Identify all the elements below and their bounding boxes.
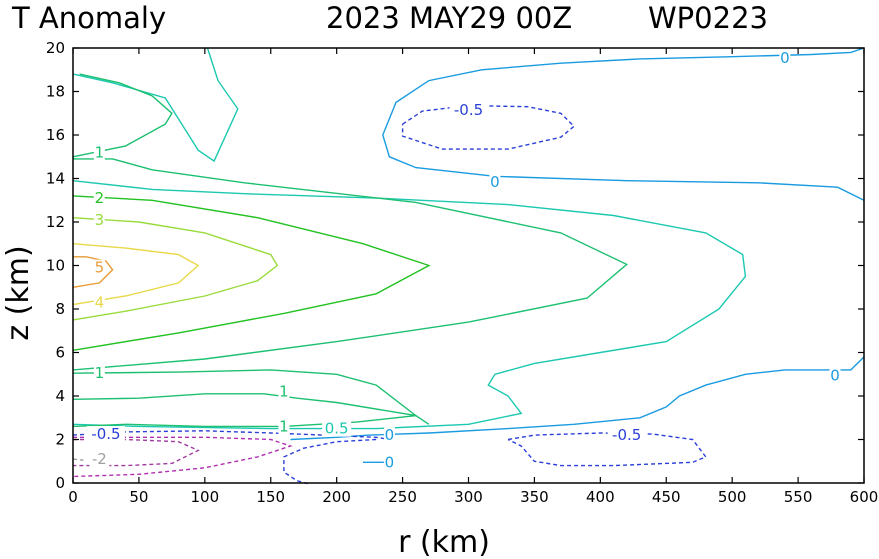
contour-label-bg <box>278 383 290 400</box>
contour-level-0-path-1 <box>290 356 865 441</box>
contour-label: -0.5 <box>612 426 641 444</box>
contour-level-neg0p5-path-1 <box>72 430 390 441</box>
contour-label: 5 <box>95 259 105 277</box>
contour-level-neg2-path-0 <box>72 458 84 461</box>
contour-label: 4 <box>95 293 105 311</box>
y-tick-label: 6 <box>55 344 65 362</box>
contour-level-0-path-0 <box>382 47 865 201</box>
x-tick-label: 550 <box>784 488 813 506</box>
chart-title: T Anomaly <box>11 1 166 35</box>
contour-level-0p5-path-1 <box>72 47 239 163</box>
contour-level-1-path-3 <box>72 158 628 371</box>
contour-label-bg <box>383 454 395 471</box>
x-tick-label: 200 <box>322 488 351 506</box>
contour-lines <box>72 47 865 485</box>
x-tick-label: 100 <box>191 488 220 506</box>
contour-level-4-path-0 <box>72 243 200 306</box>
contour-label: -0.5 <box>91 425 120 443</box>
contour-label: 0 <box>385 426 395 444</box>
contour-level-neg0p5-path-0 <box>401 104 576 150</box>
contour-label-bg <box>607 427 646 444</box>
contour-label-bg <box>779 49 791 66</box>
contour-label: 1 <box>279 417 289 435</box>
contour-label: 2 <box>95 189 105 207</box>
contour-label: 0 <box>830 366 840 384</box>
contour-label: -0.5 <box>454 101 483 119</box>
y-tick-label: 14 <box>46 170 65 188</box>
y-axis-label: z (km) <box>1 245 36 340</box>
contour-label-bg <box>93 190 105 207</box>
contour-label: 0 <box>780 49 790 67</box>
contour-label: 0.5 <box>325 420 349 438</box>
chart-date: 2023 MAY29 00Z <box>326 1 572 35</box>
contour-label: 1 <box>95 364 105 382</box>
y-tick-label: 10 <box>46 257 65 275</box>
contour-label-bg <box>93 294 105 311</box>
contour-label: 0 <box>385 453 395 471</box>
contour-level-neg1-path-0 <box>72 436 293 478</box>
contour-label-bg <box>449 101 488 118</box>
x-tick-label: 0 <box>68 488 78 506</box>
x-tick-label: 250 <box>388 488 417 506</box>
contour-level-0p5-path-0 <box>72 180 747 430</box>
contour-label: 3 <box>95 211 105 229</box>
contour-label: 1 <box>95 143 105 161</box>
contour-level-3-path-0 <box>72 217 279 321</box>
contour-labels: 0 0 0 0 0 -0.5 -0.5 -0.5 0.5 1 1 1 1 2 3 4 5 -2 <box>86 49 841 471</box>
y-tick-label: 16 <box>46 126 65 144</box>
x-tick-label: 600 <box>850 488 879 506</box>
y-tick-label: 8 <box>55 300 65 318</box>
contour-label-bg <box>829 367 841 384</box>
y-tick-label: 2 <box>55 431 65 449</box>
x-tick-label: 150 <box>256 488 285 506</box>
contour-level-2-path-0 <box>72 195 431 351</box>
y-tick-label: 0 <box>55 474 65 492</box>
contour-level-neg0p5-path-2 <box>283 438 377 485</box>
x-tick-label: 50 <box>129 488 148 506</box>
x-tick-label: 450 <box>652 488 681 506</box>
y-tick-label: 4 <box>55 387 65 405</box>
contour-label-bg <box>278 418 290 435</box>
contour-label-bg <box>93 365 105 382</box>
contour-label-bg <box>93 259 105 276</box>
contour-level-neg1p5-path-0 <box>73 438 200 467</box>
x-axis-label: r (km) <box>398 525 490 559</box>
x-tick-label: 300 <box>454 488 483 506</box>
x-tick-label: 350 <box>520 488 549 506</box>
contour-level-neg0p5-path-3 <box>507 432 707 467</box>
contour-label-bg <box>93 211 105 228</box>
chart-storm-id: WP0223 <box>648 1 768 35</box>
contour-label-bg <box>322 420 352 437</box>
x-tick-label: 400 <box>586 488 615 506</box>
contour-label-bg <box>93 144 105 161</box>
contour-level-5-path-0 <box>72 256 114 288</box>
contour-label-bg <box>489 173 501 190</box>
contour-label-bg <box>86 426 125 443</box>
contour-level-1-path-0 <box>72 73 173 158</box>
contour-label: -2 <box>92 450 107 468</box>
contour-label-bg <box>89 451 110 468</box>
x-tick-label: 500 <box>718 488 747 506</box>
x-axis-ticks: 0 50 100 150 200 250 300 350 400 450 500 550 600 <box>68 48 878 506</box>
contour-label-bg <box>383 427 395 444</box>
contour-label: 0 <box>490 173 500 191</box>
y-tick-label: 12 <box>46 213 65 231</box>
y-tick-label: 18 <box>46 83 65 101</box>
contour-label: 1 <box>279 383 289 401</box>
y-tick-label: 20 <box>46 39 65 57</box>
